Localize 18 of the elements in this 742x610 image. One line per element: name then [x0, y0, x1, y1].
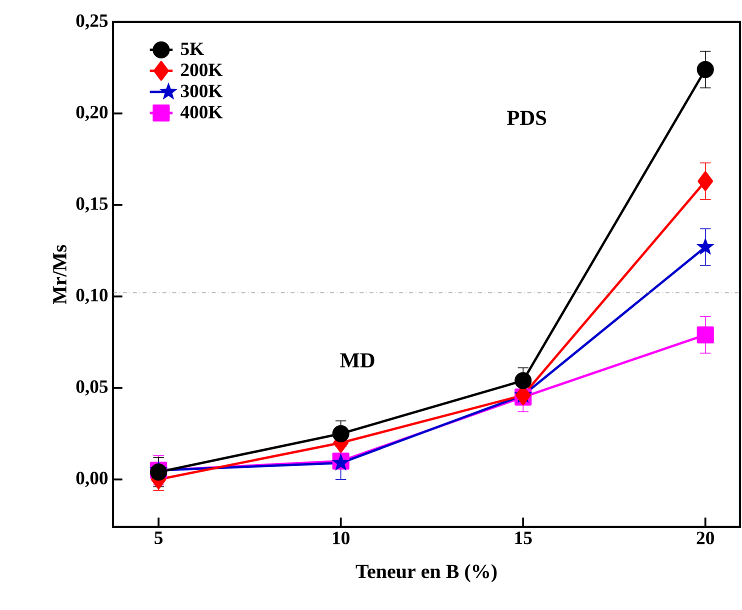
y-axis-title: Mr/Ms: [53, 244, 66, 304]
legend-label: 400K: [180, 106, 223, 118]
legend-label: 300K: [180, 84, 223, 98]
x-tick-label: 10: [333, 532, 350, 544]
x-tick-label: 15: [515, 532, 532, 544]
x-axis-title: Teneur en B (%): [356, 564, 497, 582]
y-tick-label: 0,15: [76, 197, 108, 213]
y-tick-label: 0,25: [76, 14, 108, 30]
y-tick-label: 0,10: [76, 288, 108, 304]
legend-label: 5K: [180, 42, 204, 56]
x-tick-label: 20: [696, 532, 714, 544]
y-tick-label: 0,00: [76, 472, 108, 488]
annotation: PDS: [507, 110, 546, 126]
legend-label: 200K: [180, 64, 223, 76]
annotation: MD: [340, 353, 374, 368]
y-tick-label: 0,20: [76, 106, 108, 122]
x-tick-label: 5: [154, 532, 163, 544]
y-tick-label: 0,05: [76, 380, 108, 396]
